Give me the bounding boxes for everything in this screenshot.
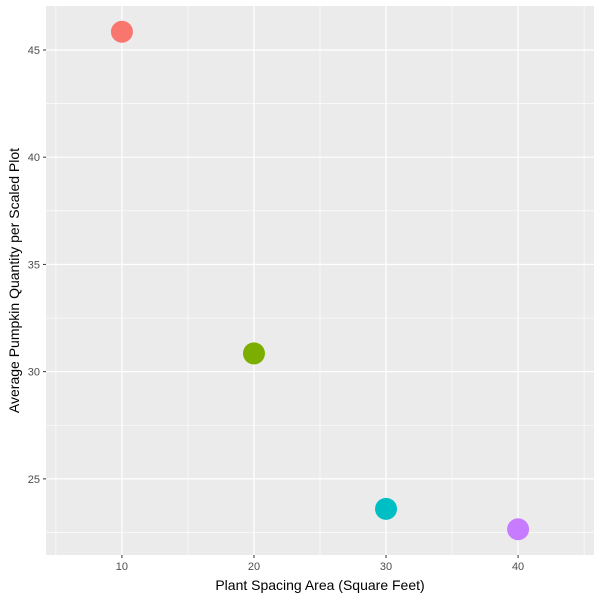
data-points xyxy=(110,20,530,541)
data-point-3 xyxy=(375,497,398,520)
x-tick-label: 10 xyxy=(116,561,128,573)
y-axis-title: Average Pumpkin Quantity per Scaled Plot xyxy=(6,148,22,413)
data-point-1 xyxy=(110,20,133,43)
data-point-4 xyxy=(507,518,530,541)
y-axis-ticks: 25 30 35 40 45 xyxy=(28,45,46,486)
x-tick-label: 30 xyxy=(380,561,392,573)
y-tick-label: 40 xyxy=(28,152,40,164)
x-tick-label: 40 xyxy=(512,561,524,573)
x-tick-label: 20 xyxy=(248,561,260,573)
data-point-2 xyxy=(242,342,265,365)
minor-gridlines xyxy=(46,6,594,555)
major-gridlines xyxy=(46,6,594,555)
y-tick-label: 45 xyxy=(28,45,40,57)
x-axis-title: Plant Spacing Area (Square Feet) xyxy=(215,577,424,593)
x-axis-ticks: 10 20 30 40 xyxy=(116,555,524,573)
y-tick-label: 25 xyxy=(28,474,40,486)
y-tick-label: 30 xyxy=(28,367,40,379)
y-tick-label: 35 xyxy=(28,259,40,271)
